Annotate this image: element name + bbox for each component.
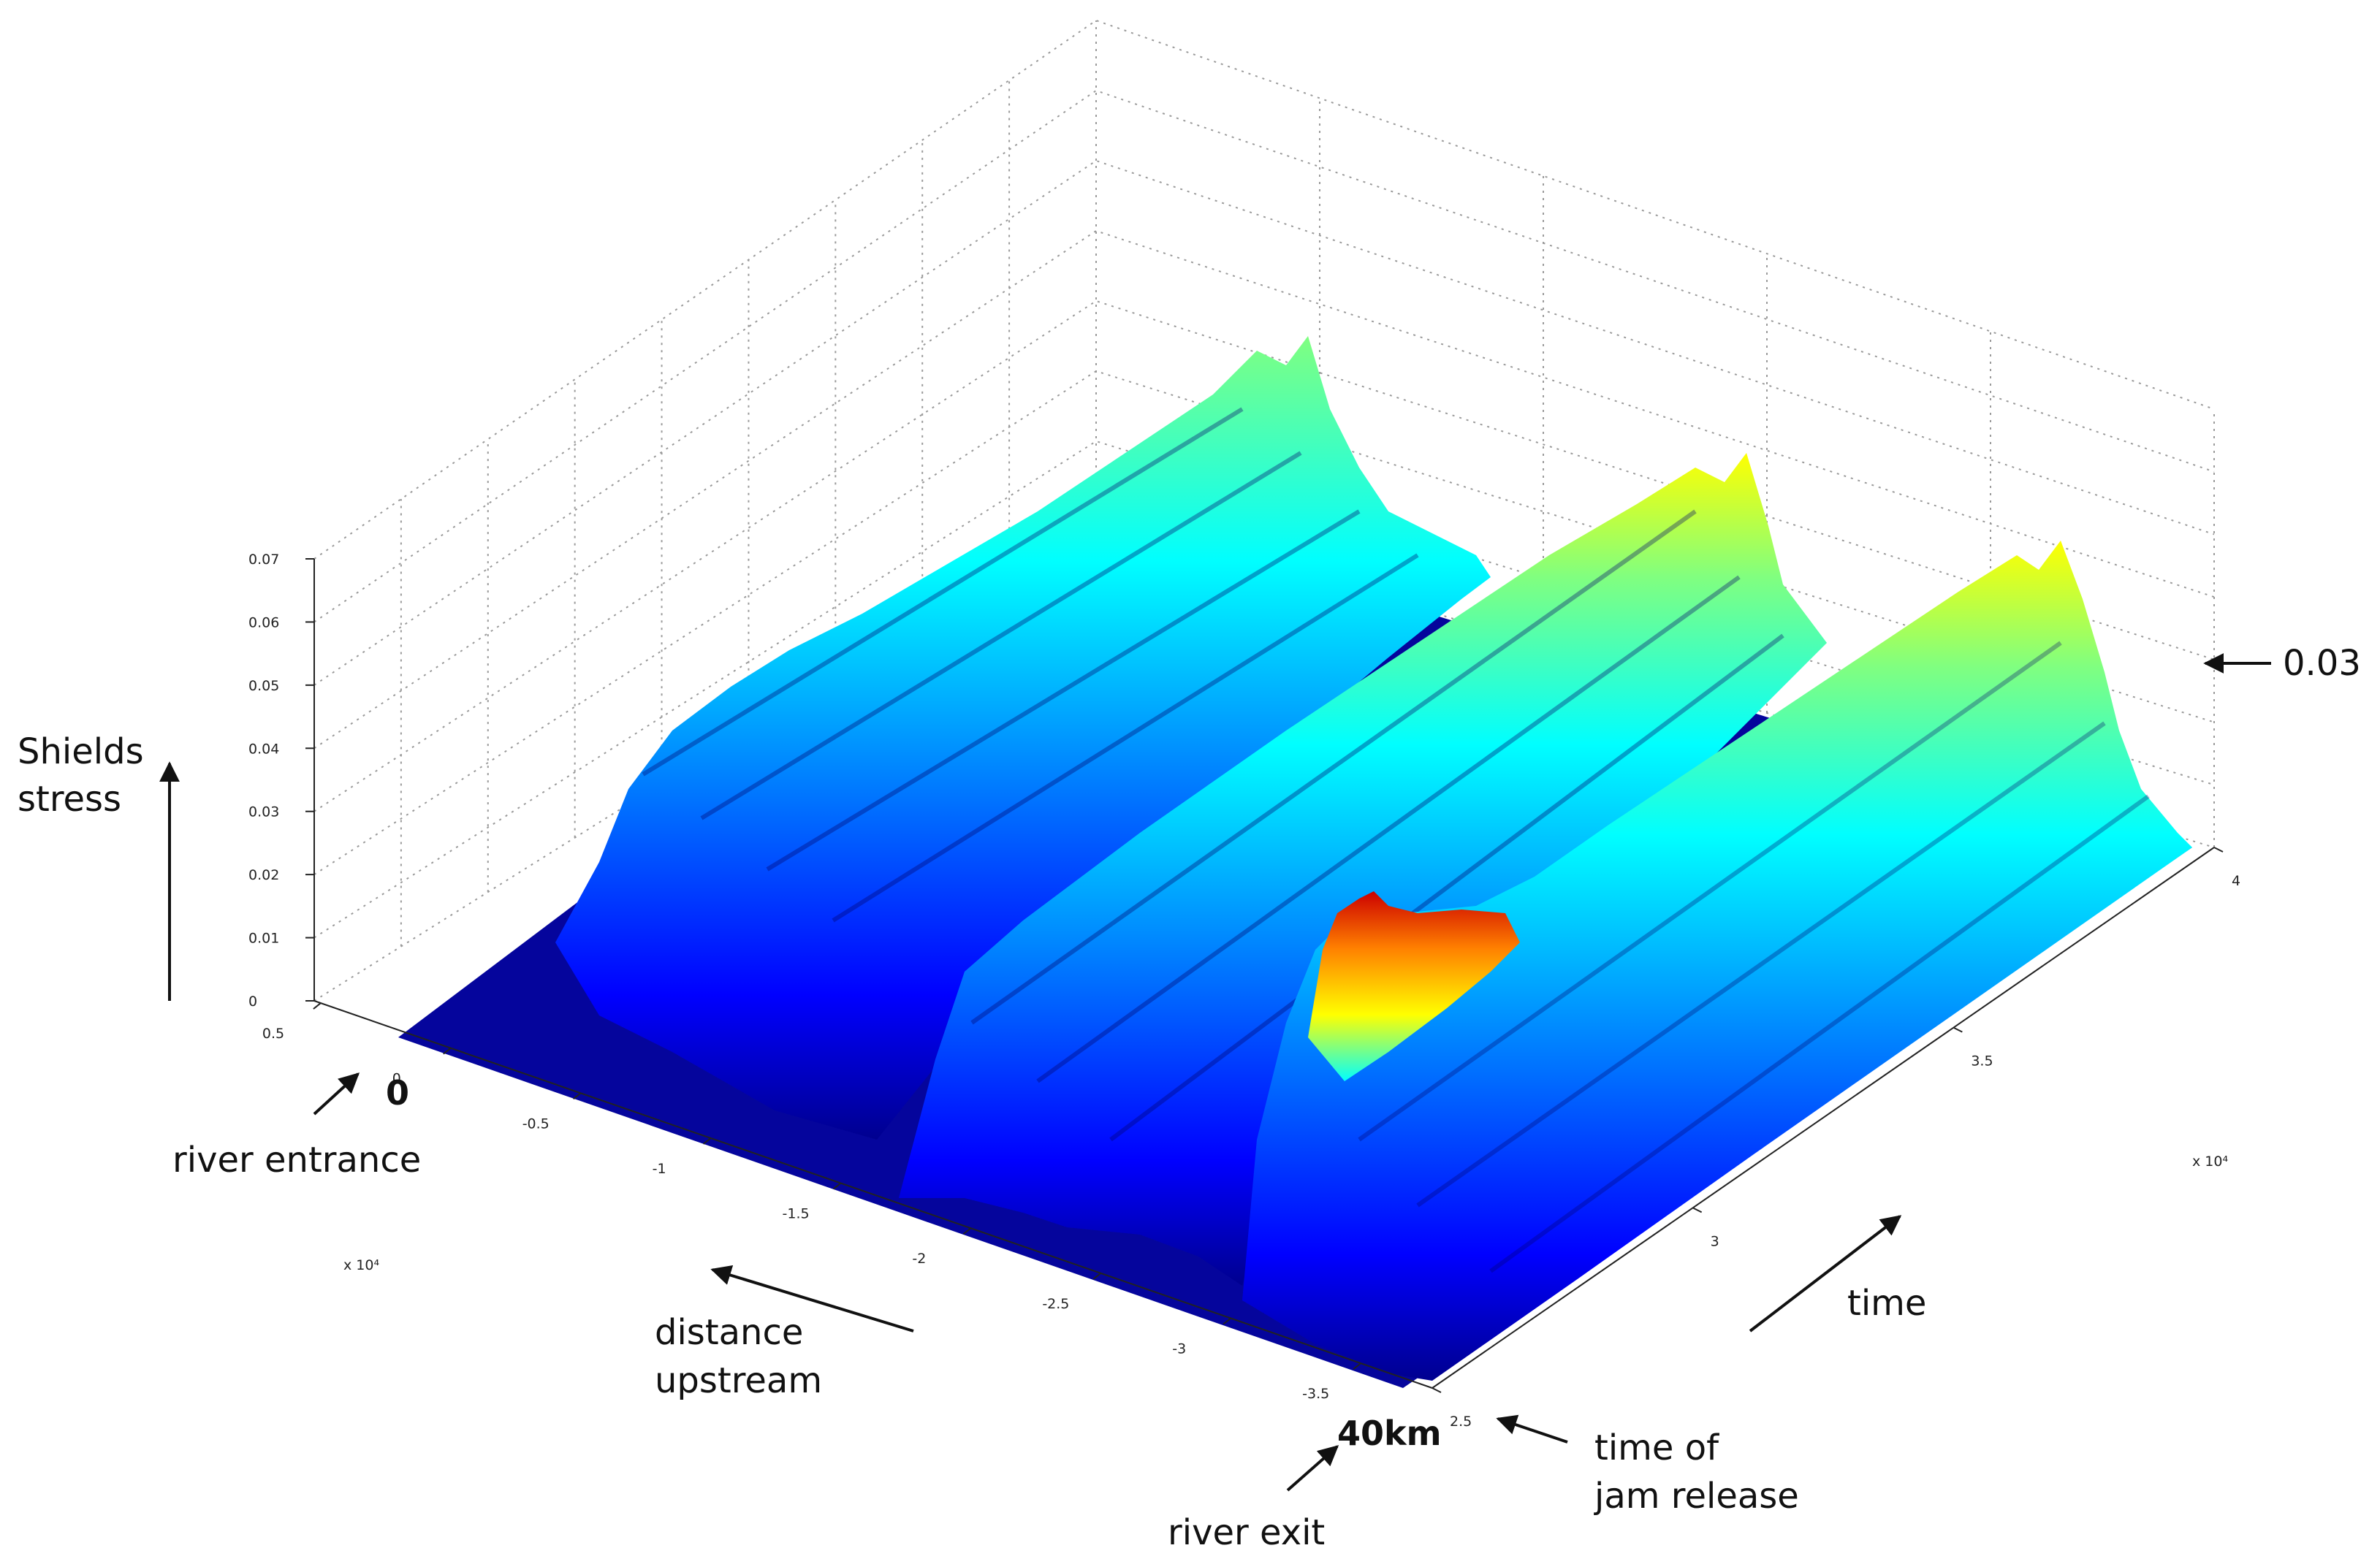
distance-tick-mark bbox=[1092, 1273, 1101, 1280]
front-axes bbox=[313, 847, 2215, 1389]
distance-tick-label: -1 bbox=[653, 1161, 666, 1177]
z-tick-label: 0.03 bbox=[248, 804, 279, 820]
time-axis-label: time bbox=[1847, 1283, 1926, 1324]
distance-tick-label: 0 bbox=[392, 1071, 401, 1087]
ridge-second-wave-strands bbox=[970, 509, 1784, 1142]
ridge-first-wave bbox=[555, 336, 1491, 1140]
stress-value-label: 0.03 bbox=[2283, 643, 2361, 684]
z-axis-ticks: 0 0.01 0.02 0.03 0.04 0.05 0.06 0.07 bbox=[248, 552, 314, 1010]
shields-stress-label-line2: stress bbox=[18, 779, 121, 820]
distance-upstream-label-line2: upstream bbox=[655, 1360, 822, 1401]
distance-tick-label: 0.5 bbox=[262, 1026, 284, 1042]
z-tick-label: 0 bbox=[248, 994, 257, 1010]
annotations: Shields stress 0 river entrance distance… bbox=[18, 643, 2361, 1553]
ridge-first-wave-strands bbox=[642, 407, 1419, 923]
shields-stress-label-line1: Shields bbox=[18, 731, 144, 772]
distance-tick-mark bbox=[573, 1092, 582, 1100]
river-entrance-arrow bbox=[313, 1072, 360, 1116]
time-tick-label: 4 bbox=[2232, 873, 2240, 889]
river-exit-label: river exit bbox=[1168, 1512, 1325, 1553]
time-tick-mark bbox=[1692, 1207, 1703, 1213]
time-tick-mark bbox=[1953, 1026, 1963, 1033]
ridge-third-wave-peak bbox=[1308, 891, 1520, 1081]
distance-tick-mark bbox=[962, 1227, 972, 1235]
distance-tick-label: -2 bbox=[912, 1251, 926, 1267]
jam-release-label-line1: time of bbox=[1594, 1427, 1719, 1468]
surface bbox=[555, 336, 2192, 1381]
z-tick-label: 0.02 bbox=[248, 867, 279, 883]
z-tick-label: 0.06 bbox=[248, 614, 279, 630]
time-tick-label: 3 bbox=[1711, 1233, 1719, 1249]
z-grid-line bbox=[313, 89, 2215, 623]
distance-upstream-label-line1: distance bbox=[655, 1312, 803, 1353]
distance-tick-mark bbox=[702, 1137, 712, 1145]
distance-tick-mark bbox=[832, 1182, 842, 1190]
distance-axis-ticks: 0.5 0 -0.5 -1 -1.5 -2 -2.5 -3 -3.5 x 10⁴ bbox=[262, 1002, 1361, 1402]
river-exit-arrow bbox=[1286, 1445, 1339, 1492]
jam-release-arrow bbox=[1496, 1414, 1568, 1444]
z-tick-label: 0.07 bbox=[248, 552, 279, 568]
distance-multiplier-label: x 10⁴ bbox=[343, 1257, 379, 1273]
time-tick-mark bbox=[2213, 847, 2224, 853]
distance-40km-label: 40km bbox=[1337, 1414, 1442, 1453]
z-tick-label: 0.01 bbox=[248, 931, 279, 947]
distance-tick-mark bbox=[1223, 1317, 1231, 1325]
distance-tick-label: -0.5 bbox=[522, 1116, 550, 1132]
time-arrow bbox=[1749, 1215, 1902, 1332]
river-entrance-label: river entrance bbox=[172, 1140, 421, 1181]
zero-distance-label: 0 bbox=[386, 1073, 409, 1113]
distance-tick-mark bbox=[1353, 1362, 1361, 1370]
ridge-second-wave bbox=[899, 453, 1827, 1286]
distance-tick-mark bbox=[443, 1047, 452, 1055]
ridge-third-wave bbox=[1242, 541, 2192, 1381]
time-axis-ticks: 2.5 3 3.5 4 x 10⁴ bbox=[1432, 847, 2240, 1430]
z-grid-line bbox=[313, 440, 2215, 939]
z-tick-label: 0.05 bbox=[248, 678, 279, 694]
z-tick-label: 0.04 bbox=[248, 741, 279, 757]
ridge-third-wave-strands bbox=[1358, 641, 2150, 1273]
distance-tick-label: -3 bbox=[1172, 1341, 1186, 1357]
distance-tick-label: -1.5 bbox=[783, 1206, 810, 1222]
time-tick-label: 3.5 bbox=[1971, 1053, 1993, 1070]
distance-tick-mark bbox=[313, 1002, 322, 1010]
jam-release-label-line2: jam release bbox=[1594, 1476, 1799, 1517]
time-tick-mark bbox=[1432, 1387, 1442, 1393]
distance-upstream-arrow bbox=[710, 1265, 914, 1332]
distance-tick-label: -3.5 bbox=[1302, 1386, 1329, 1402]
distance-tick-label: -2.5 bbox=[1042, 1296, 1069, 1312]
time-multiplier-label: x 10⁴ bbox=[2192, 1154, 2228, 1170]
time-tick-label: 2.5 bbox=[1450, 1414, 1472, 1430]
